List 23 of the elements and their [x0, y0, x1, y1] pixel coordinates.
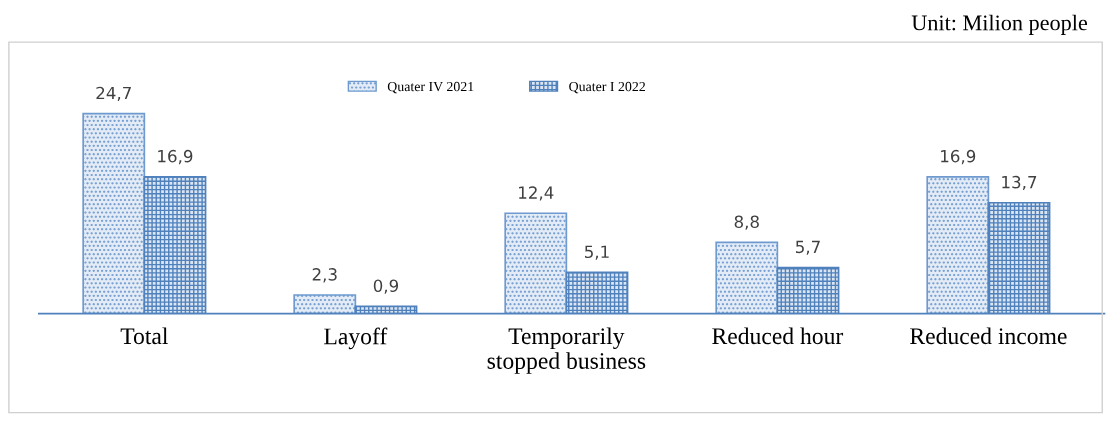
bar [293, 294, 357, 314]
data-label: 13,7 [1002, 175, 1037, 191]
data-label: 24,7 [96, 86, 131, 102]
text: Unit: Milion people [911, 14, 1088, 35]
data-label: 16,9 [941, 149, 976, 165]
data-label: 5,7 [796, 240, 820, 255]
bar [82, 112, 146, 314]
bar [504, 212, 568, 314]
legend-label: Quater IV 2021 [387, 81, 474, 94]
data-label: 0,9 [373, 279, 399, 294]
data-label: 16,9 [158, 149, 193, 165]
data-label: 2,3 [312, 268, 337, 283]
data-label: 12,4 [519, 186, 554, 201]
legend-label: Quater I 2022 [569, 81, 645, 94]
x-tick-label: Reduced hour [712, 327, 844, 345]
bar [926, 175, 990, 314]
data-label: 8,8 [734, 215, 759, 230]
bar [715, 241, 779, 314]
x-tick-label: Total [120, 327, 168, 345]
x-tick-label: Reduced income [910, 327, 1067, 345]
data-label: 5,1 [585, 245, 609, 260]
x-tick-label: Temporarily stopped business [487, 327, 646, 374]
x-tick-label: Layoff [324, 327, 388, 350]
